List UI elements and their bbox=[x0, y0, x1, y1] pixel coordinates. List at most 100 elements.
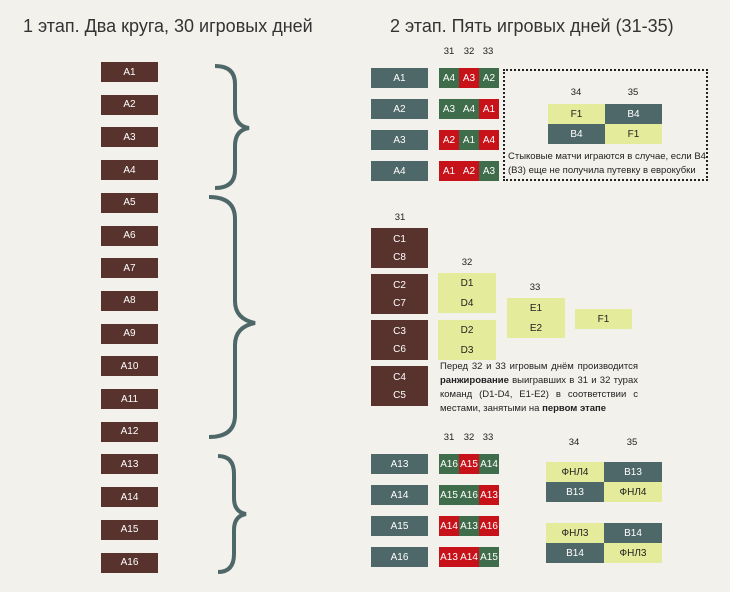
bottom-round-33: 33 bbox=[482, 432, 494, 443]
round32-team-d3: D3 bbox=[438, 340, 496, 360]
bottom-opponent-a13-r31: A16 bbox=[439, 454, 459, 474]
top-opponent-a1-r33: A2 bbox=[479, 68, 499, 88]
relegation-cell-1-0-0: ФНЛ3 bbox=[546, 523, 604, 543]
bottom-round-31: 31 bbox=[443, 432, 455, 443]
relegation-cell-1-1-1: ФНЛ3 bbox=[604, 543, 662, 563]
ranking-note-text1: Перед 32 и 33 игровым днём производится bbox=[440, 361, 638, 372]
stage1-team-a11: A11 bbox=[101, 389, 158, 409]
round32-team-d1: D1 bbox=[438, 273, 496, 293]
round31-team-c2: C2 bbox=[393, 280, 406, 291]
round31-pair-2: C2 C7 bbox=[371, 274, 428, 314]
stage1-team-a4: A4 bbox=[101, 160, 158, 181]
top-opponent-a2-r31: A3 bbox=[439, 99, 459, 119]
ranking-note-bold2: первом этапе bbox=[542, 403, 607, 414]
stage1-team-a5: A5 bbox=[101, 192, 158, 213]
top-opponent-a3-r32: A1 bbox=[459, 130, 479, 150]
brace-top-group bbox=[214, 64, 250, 190]
bottom-round-32: 32 bbox=[463, 432, 475, 443]
stage1-team-a16: A16 bbox=[101, 552, 158, 573]
top-round-32: 32 bbox=[463, 46, 475, 57]
playoff-dotted-frame bbox=[503, 69, 708, 181]
bottom-opponent-a14-r33: A13 bbox=[479, 485, 499, 505]
stage1-team-a7: A7 bbox=[101, 258, 158, 279]
top-opponent-a1-r31: A4 bbox=[439, 68, 459, 88]
bottom-opponent-a15-r32: A13 bbox=[459, 516, 479, 536]
stage1-team-a12: A12 bbox=[101, 421, 158, 442]
stage1-team-a8: A8 bbox=[101, 290, 158, 311]
bottom-opponent-a14-r31: A15 bbox=[439, 485, 459, 505]
stage1-team-a9: A9 bbox=[101, 323, 158, 344]
stage1-team-a3: A3 bbox=[101, 127, 158, 148]
stage1-team-a10: A10 bbox=[101, 356, 158, 377]
stage1-team-a6: A6 bbox=[101, 225, 158, 246]
top-team-a3: A3 bbox=[371, 130, 428, 150]
ranking-note: Перед 32 и 33 игровым днём производится … bbox=[440, 360, 638, 416]
middle-round-33: 33 bbox=[529, 282, 541, 293]
brace-bottom-group bbox=[217, 454, 247, 574]
stage1-title: 1 этап. Два круга, 30 игровых дней bbox=[23, 16, 313, 36]
playoff-round-35: 35 bbox=[627, 87, 639, 98]
relegation-cell-1-0-1: B14 bbox=[604, 523, 662, 543]
playoff-cell-1-0: B4 bbox=[548, 124, 605, 144]
round31-team-c6: C6 bbox=[393, 344, 406, 355]
relegation-cell-0-0-0: ФНЛ4 bbox=[546, 462, 604, 482]
middle-round-31: 31 bbox=[394, 212, 406, 223]
stage1-team-a1: A1 bbox=[101, 62, 158, 82]
round33-team-e1: E1 bbox=[507, 298, 565, 318]
bottom-team-a14: A14 bbox=[371, 485, 428, 505]
bottom-opponent-a14-r32: A16 bbox=[459, 485, 479, 505]
relegation-cell-0-1-0: B13 bbox=[546, 482, 604, 502]
round31-team-c4: C4 bbox=[393, 372, 406, 383]
stage1-team-a2: A2 bbox=[101, 94, 158, 115]
stage2-title: 2 этап. Пять игровых дней (31-35) bbox=[390, 16, 674, 36]
round32-team-d2: D2 bbox=[438, 320, 496, 340]
top-round-33: 33 bbox=[482, 46, 494, 57]
top-opponent-a4-r32: A2 bbox=[459, 161, 479, 181]
relegation-round-34: 34 bbox=[568, 437, 580, 448]
top-opponent-a2-r33: A1 bbox=[479, 99, 499, 119]
playoff-cell-1-1: F1 bbox=[605, 124, 662, 144]
stage1-team-a14: A14 bbox=[101, 487, 158, 508]
top-team-a1: A1 bbox=[371, 68, 428, 88]
stage1-team-a15: A15 bbox=[101, 519, 158, 540]
ranking-note-bold1: ранжирование bbox=[440, 375, 509, 386]
round34-team-f1: F1 bbox=[575, 309, 632, 329]
relegation-cell-0-1-1: ФНЛ4 bbox=[604, 482, 662, 502]
bottom-opponent-a15-r33: A16 bbox=[479, 516, 499, 536]
top-team-a2: A2 bbox=[371, 99, 428, 119]
playoff-note-line1: Стыковые матчи играются в случае, если B… bbox=[508, 151, 706, 162]
bottom-opponent-a16-r32: A14 bbox=[459, 547, 479, 567]
relegation-cell-1-1-0: B14 bbox=[546, 543, 604, 563]
round31-pair-3: C3 C6 bbox=[371, 320, 428, 360]
top-opponent-a1-r32: A3 bbox=[459, 68, 479, 88]
round31-pair-4: C4 C5 bbox=[371, 366, 428, 406]
stage1-team-a13: A13 bbox=[101, 454, 158, 475]
bottom-team-a15: A15 bbox=[371, 516, 428, 536]
top-round-31: 31 bbox=[443, 46, 455, 57]
bottom-team-a16: A16 bbox=[371, 547, 428, 567]
top-team-a4: A4 bbox=[371, 161, 428, 181]
round32-team-d4: D4 bbox=[438, 293, 496, 313]
bottom-opponent-a15-r31: A14 bbox=[439, 516, 459, 536]
brace-middle-group bbox=[208, 195, 256, 439]
playoff-round-34: 34 bbox=[570, 87, 582, 98]
bottom-team-a13: A13 bbox=[371, 454, 428, 474]
round31-pair-1: C1 C8 bbox=[371, 228, 428, 268]
playoff-cell-0-0: F1 bbox=[548, 104, 605, 124]
top-opponent-a3-r31: A2 bbox=[439, 130, 459, 150]
round31-team-c1: C1 bbox=[393, 234, 406, 245]
round33-team-e2: E2 bbox=[507, 318, 565, 338]
top-opponent-a3-r33: A4 bbox=[479, 130, 499, 150]
top-opponent-a4-r31: A1 bbox=[439, 161, 459, 181]
relegation-cell-0-0-1: B13 bbox=[604, 462, 662, 482]
playoff-note-line2: (B3) еще не получила путевку в еврокубки bbox=[508, 165, 696, 176]
bottom-opponent-a13-r33: A14 bbox=[479, 454, 499, 474]
top-opponent-a2-r32: A4 bbox=[459, 99, 479, 119]
top-opponent-a4-r33: A3 bbox=[479, 161, 499, 181]
relegation-round-35: 35 bbox=[626, 437, 638, 448]
bottom-opponent-a16-r31: A13 bbox=[439, 547, 459, 567]
ranking-note-text2: выигравших в 31 и 32 турах команд (D1-D4… bbox=[440, 375, 638, 414]
round31-team-c8: C8 bbox=[393, 252, 406, 263]
playoff-cell-0-1: B4 bbox=[605, 104, 662, 124]
round31-team-c5: C5 bbox=[393, 390, 406, 401]
